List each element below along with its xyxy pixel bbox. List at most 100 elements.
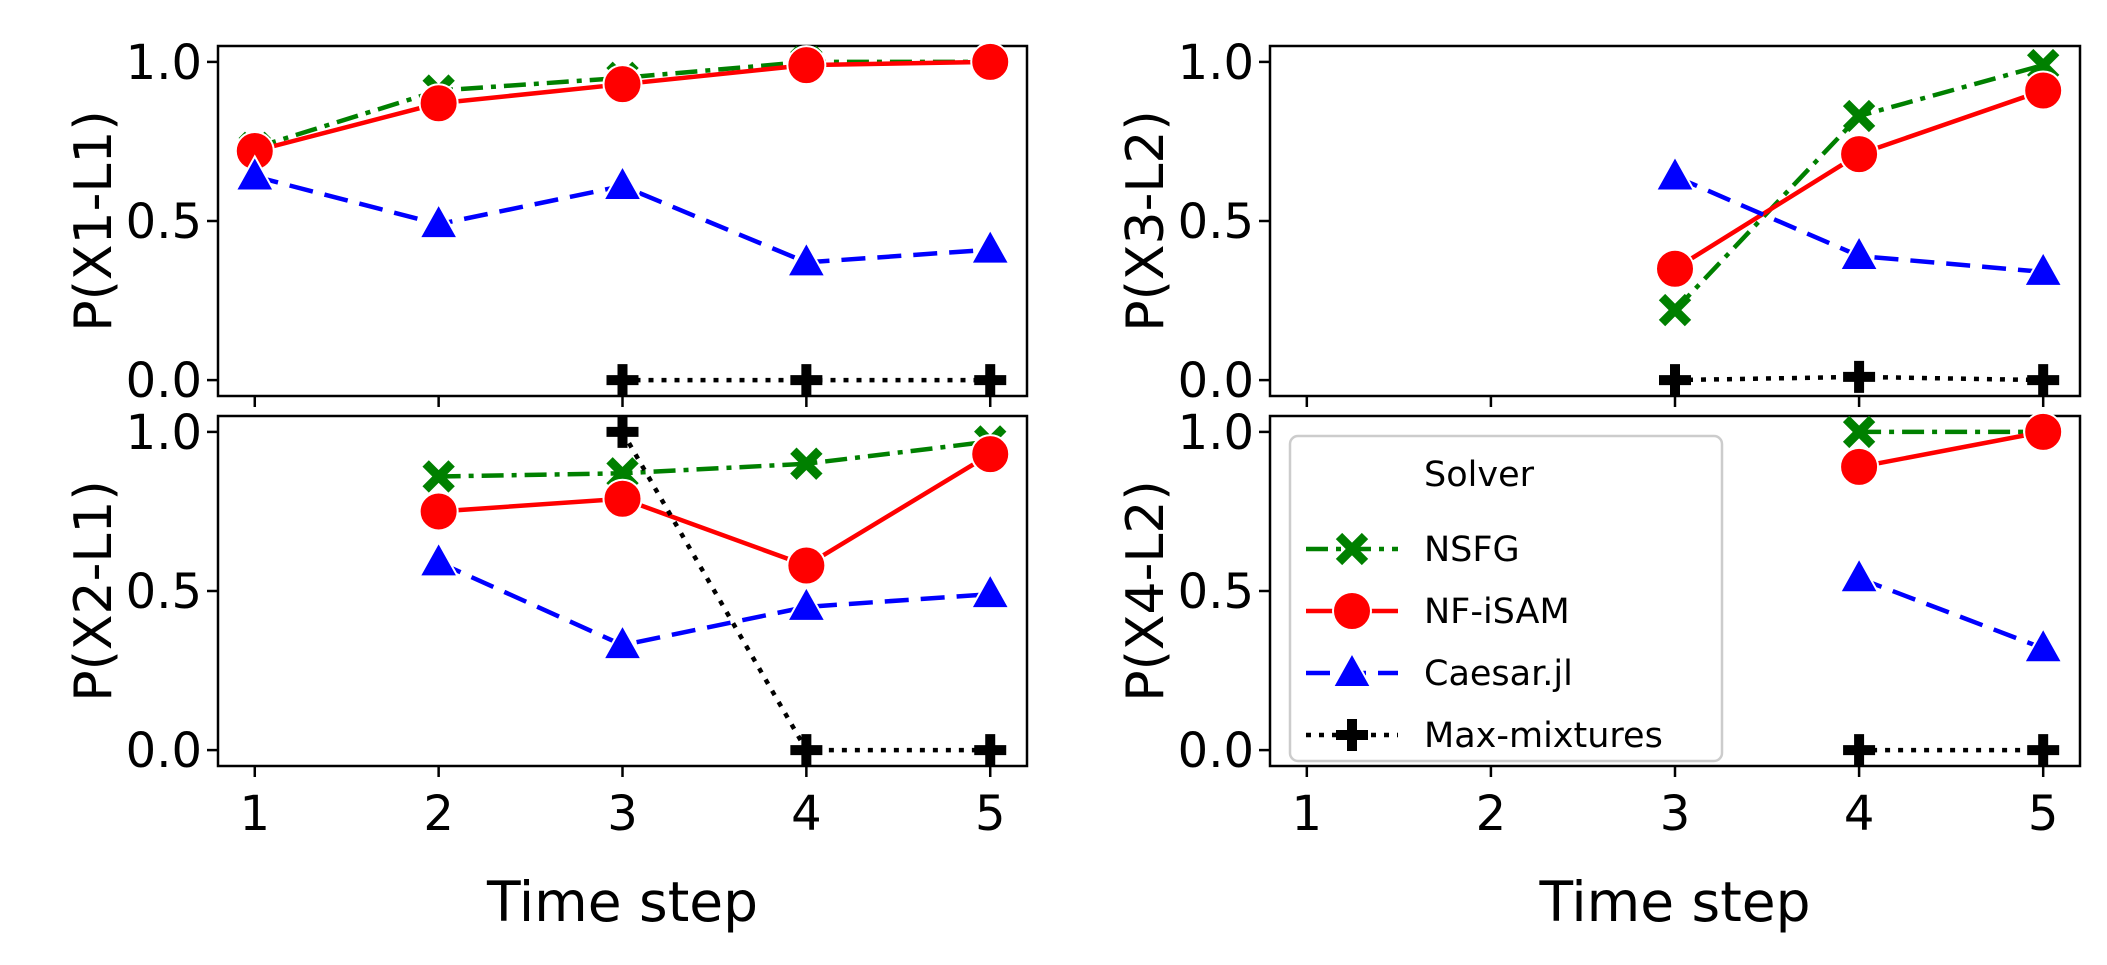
series-line <box>1673 62 2044 312</box>
data-point <box>1838 233 1880 271</box>
x-tick-label: 4 <box>1844 786 1875 842</box>
data-point <box>602 478 643 519</box>
data-point <box>422 460 455 493</box>
data-point <box>2027 734 2060 767</box>
x-axis-label: Time step <box>486 870 758 934</box>
legend-marker <box>1335 532 1369 566</box>
legend-marker <box>1331 650 1373 688</box>
data-point <box>2022 249 2064 287</box>
series-line <box>438 439 991 479</box>
series-nf-isam <box>418 434 1011 586</box>
y-axis-label: P(X1-L1) <box>64 110 124 331</box>
x-tick-label: 2 <box>1476 786 1507 842</box>
y-tick-label: 0.0 <box>1178 353 1254 409</box>
y-tick-label: 0.5 <box>126 194 202 250</box>
data-point <box>1839 446 1880 487</box>
data-point <box>2022 626 2064 664</box>
legend: Solver NSFG NF-iSAM Caesar.jl Max-mixtures <box>1288 434 1724 763</box>
data-point <box>1658 293 1692 327</box>
legend-item-caesar-jl: Caesar.jl <box>1306 650 1573 694</box>
y-tick-label: 1.0 <box>126 35 202 91</box>
legend-label: Max-mixtures <box>1424 716 1663 756</box>
legend-label: NF-iSAM <box>1424 592 1570 632</box>
x-axis-label: Time step <box>1538 870 1810 934</box>
series-nf-isam <box>234 41 1011 171</box>
data-point <box>1842 99 1876 133</box>
x-tick-label: 1 <box>1292 786 1323 842</box>
y-axis-label: P(X4-L2) <box>1116 480 1176 701</box>
y-tick-label: 0.0 <box>1178 723 1254 779</box>
y-tick-label: 1.0 <box>126 405 202 461</box>
data-point <box>785 584 828 622</box>
x-tick-label: 5 <box>975 786 1006 842</box>
x-tick-label: 2 <box>423 786 454 842</box>
data-point <box>790 734 823 767</box>
data-point <box>790 447 823 480</box>
x-tick-label: 1 <box>239 786 270 842</box>
y-tick-label: 0.0 <box>126 353 202 409</box>
y-tick-label: 0.5 <box>1178 194 1254 250</box>
data-point <box>1655 248 1695 289</box>
legend-label: Caesar.jl <box>1424 654 1573 694</box>
series-caesar-jl <box>1654 154 2064 287</box>
panel-1: 0.0 0.5 1.0P(X1-L1) <box>64 35 1029 409</box>
data-point <box>601 623 644 661</box>
data-point <box>1654 154 1696 192</box>
series-line <box>1858 429 2044 470</box>
series-nf-isam <box>1839 411 2064 487</box>
legend-item-nsfg: NSFG <box>1306 530 1520 570</box>
series-nsfg <box>1658 48 2060 327</box>
panel-4: 0.0 0.5 1.0 1 2 3 4 5 P(X4-L2) Time step <box>1116 405 2082 934</box>
y-tick-label: 0.5 <box>126 564 202 620</box>
data-point <box>790 364 823 397</box>
x-tick-label: 5 <box>2028 786 2059 842</box>
data-point <box>418 83 459 124</box>
series-caesar-jl <box>1838 556 2064 664</box>
legend-item-nf-isam: NF-iSAM <box>1306 591 1570 632</box>
series-max-mixtures <box>1843 734 2060 767</box>
y-tick-label: 1.0 <box>1178 405 1254 461</box>
legend-box <box>1288 434 1724 763</box>
data-point <box>418 491 459 532</box>
panel-2: 0.0 0.5 1.0P(X3-L2) <box>1116 35 2082 409</box>
legend-item-max-mixtures: Max-mixtures <box>1306 716 1663 756</box>
series-caesar-jl <box>417 540 1011 661</box>
legend-label: NSFG <box>1424 530 1520 570</box>
x-tick-label: 4 <box>791 786 822 842</box>
x-tick-label: 3 <box>1660 786 1691 842</box>
y-tick-label: 1.0 <box>1178 35 1254 91</box>
y-axis-label: P(X3-L2) <box>1116 110 1176 331</box>
data-point <box>417 202 460 240</box>
axes-frame <box>1268 44 2082 398</box>
data-point <box>969 572 1011 610</box>
series-max-mixtures <box>606 415 1007 767</box>
series-line <box>1858 576 2044 651</box>
data-point <box>974 364 1007 397</box>
data-point <box>2027 364 2060 397</box>
series-max-mixtures <box>1659 360 2060 397</box>
data-point <box>2023 411 2064 452</box>
series-nsfg <box>422 425 1007 493</box>
data-point <box>786 545 827 586</box>
y-tick-label: 0.5 <box>1178 564 1254 620</box>
data-point <box>785 240 828 278</box>
data-point <box>602 64 643 105</box>
series-line <box>438 452 992 569</box>
data-point <box>970 434 1011 475</box>
x-tick-label: 3 <box>607 786 638 842</box>
data-point <box>606 415 639 448</box>
legend-marker <box>1332 591 1372 631</box>
y-tick-label: 0.0 <box>126 723 202 779</box>
data-point <box>606 364 639 397</box>
data-point <box>974 734 1007 767</box>
data-point <box>970 41 1011 82</box>
data-point <box>1838 556 1880 594</box>
series-line <box>437 560 991 648</box>
data-point <box>969 227 1011 265</box>
data-point <box>786 45 827 86</box>
panel-3: 0.0 0.5 1.0 1 2 3 4 5 P(X2-L1) Time step <box>64 405 1029 934</box>
data-point <box>1843 360 1876 393</box>
data-point <box>1843 734 1876 767</box>
legend-marker <box>1336 719 1368 751</box>
